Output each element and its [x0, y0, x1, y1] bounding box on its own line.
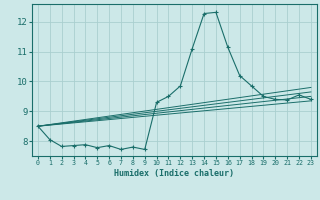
- X-axis label: Humidex (Indice chaleur): Humidex (Indice chaleur): [115, 169, 234, 178]
